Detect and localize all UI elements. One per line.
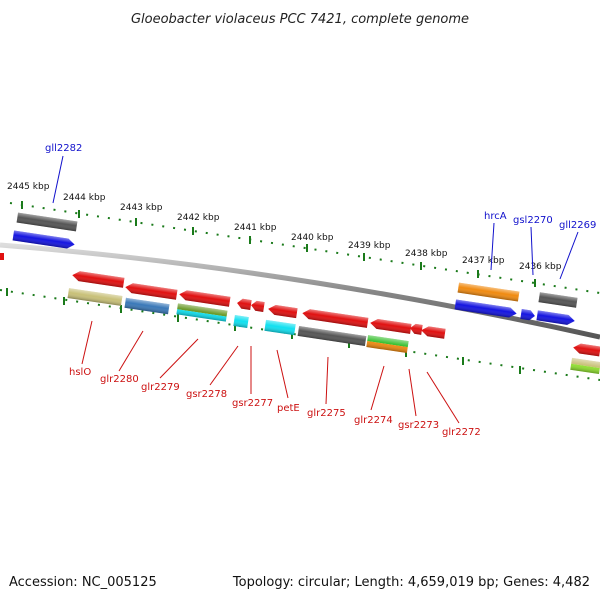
gene-label-forward[interactable]: gsl2270 xyxy=(513,215,553,226)
gene-edge-red[interactable] xyxy=(572,343,600,357)
gene-label-forward[interactable]: gll2282 xyxy=(45,143,82,154)
gene-label-reverse[interactable]: glr2279 xyxy=(141,382,180,393)
gene-gsr2273-red[interactable] xyxy=(409,323,423,335)
kbp-label: 2442 kbp xyxy=(177,213,220,223)
gene-glr2279-olive[interactable] xyxy=(176,303,228,322)
gene-edge-khaki-lime[interactable] xyxy=(570,357,600,375)
forward-gene-labels: gll2282 hrcA gsl2270 gll2269 xyxy=(45,143,596,231)
gene-label-reverse[interactable]: glr2280 xyxy=(100,374,139,385)
gene-glr2275-red[interactable] xyxy=(302,308,369,328)
gene-label-reverse[interactable]: glr2272 xyxy=(442,427,481,438)
forward-leader-lines xyxy=(52,155,579,280)
gene-gsr2278-cyan[interactable] xyxy=(233,315,249,328)
kbp-label: 2439 kbp xyxy=(348,241,391,251)
kbp-label: 2443 kbp xyxy=(120,203,163,213)
gene-glr2272-red[interactable] xyxy=(420,325,446,339)
kbp-label: 2437 kbp xyxy=(462,256,505,266)
gene-glr2274-green[interactable] xyxy=(366,335,409,354)
gene-label-forward[interactable]: hrcA xyxy=(484,211,507,222)
gene-gll2269-gray[interactable] xyxy=(538,292,578,308)
kbp-label: 2444 kbp xyxy=(63,193,106,203)
gene-gll2282-gray[interactable] xyxy=(16,212,78,232)
gene-glr2280-steelblue[interactable] xyxy=(124,297,170,315)
kbp-label: 2436 kbp xyxy=(519,262,562,272)
map-title: Gloeobacter violaceus PCC 7421, complete… xyxy=(131,12,469,27)
forward-tick-track xyxy=(9,201,600,294)
gene-gsr2278-red[interactable] xyxy=(236,298,252,310)
gene-gsl2270-blue[interactable] xyxy=(520,309,535,321)
gene-left-edge-red[interactable] xyxy=(0,253,4,260)
reverse-tick-track xyxy=(0,288,600,381)
kbp-label: 2440 kbp xyxy=(291,233,334,243)
kbp-label: 2445 kbp xyxy=(7,182,50,192)
gene-petE-cyan[interactable] xyxy=(264,319,296,336)
gene-label-forward[interactable]: gll2269 xyxy=(559,220,596,231)
reverse-genes xyxy=(0,253,600,375)
reverse-gene-labels: hslO glr2280 glr2279 gsr2278 gsr2277 pet… xyxy=(69,367,481,438)
gene-label-reverse[interactable]: hslO xyxy=(69,367,91,378)
kbp-scale-labels: 2445 kbp 2444 kbp 2443 kbp 2442 kbp 2441… xyxy=(7,182,562,272)
accession-text: Accession: NC_005125 xyxy=(9,575,157,590)
gene-hrcA-blue[interactable] xyxy=(454,299,518,318)
gene-glr2280-red[interactable] xyxy=(125,282,178,300)
gene-label-reverse[interactable]: gsr2278 xyxy=(186,389,227,400)
gene-gll2282-blue[interactable] xyxy=(12,230,76,249)
gene-label-reverse[interactable]: glr2275 xyxy=(307,408,346,419)
genome-backbone xyxy=(0,242,600,340)
gene-petE-red[interactable] xyxy=(267,304,298,319)
reverse-leader-lines xyxy=(81,320,460,424)
gene-label-reverse[interactable]: gsr2273 xyxy=(398,420,439,431)
gene-gll2269-blue[interactable] xyxy=(536,310,575,326)
gene-glr2275-gray[interactable] xyxy=(297,326,367,346)
gene-label-reverse[interactable]: gsr2277 xyxy=(232,398,273,409)
gene-label-reverse[interactable]: petE xyxy=(277,403,300,414)
gene-glr2274-red[interactable] xyxy=(369,318,412,334)
gene-hslO-red[interactable] xyxy=(72,270,125,288)
gene-hrcA-orange[interactable] xyxy=(457,282,520,302)
forward-genes xyxy=(12,212,578,326)
kbp-label: 2441 kbp xyxy=(234,223,277,233)
topology-text: Topology: circular; Length: 4,659,019 bp… xyxy=(232,575,590,590)
gene-gsr2277-red[interactable] xyxy=(250,300,265,312)
gene-label-reverse[interactable]: glr2274 xyxy=(354,415,393,426)
gene-hslO-khaki[interactable] xyxy=(67,288,123,306)
gene-glr2279-red[interactable] xyxy=(179,289,231,307)
kbp-label: 2438 kbp xyxy=(405,249,448,259)
